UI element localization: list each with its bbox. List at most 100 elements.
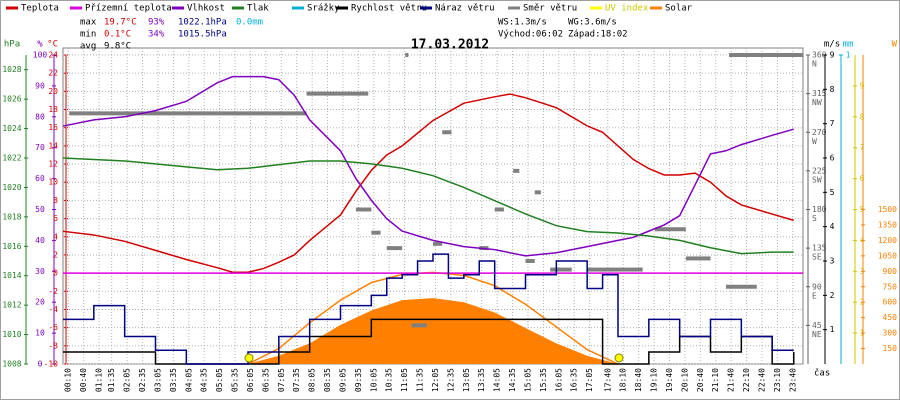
x-tick-label: 02:05 [123, 368, 132, 392]
series-line [62, 93, 794, 273]
legend-label: Tlak [247, 4, 269, 14]
direction-mark [587, 267, 643, 272]
series-step [63, 253, 794, 365]
sunrise-marker [244, 353, 254, 363]
y-tick-label: 2 [830, 291, 835, 300]
direction-mark [371, 230, 381, 235]
y-tick-label: 225 [812, 166, 827, 175]
y-tick-label: 20 [48, 87, 58, 96]
axis-unit: mm [843, 40, 854, 50]
y-tick-name: S [812, 214, 817, 223]
x-tick-label: 14:35 [508, 368, 517, 392]
y-tick-label: 20 [35, 298, 45, 307]
y-tick-label: -2 [48, 287, 58, 296]
x-tick-label: 01:35 [107, 368, 116, 392]
axis-unit: °C [47, 40, 58, 50]
y-tick-label: 22 [48, 69, 58, 78]
direction-mark [306, 91, 369, 96]
direction-mark [433, 241, 443, 246]
y-tick-label: 12 [48, 160, 58, 169]
series-line [62, 75, 794, 257]
y-tick-label: 1200 [878, 236, 897, 245]
solar-area [248, 298, 618, 364]
y-tick-label: -4 [48, 305, 58, 314]
stat: 0.1°C [104, 30, 131, 40]
y-tick-name: W [812, 137, 817, 146]
y-tick-label: 150 [883, 344, 898, 353]
x-tick-label: 19:40 [665, 368, 674, 392]
stat: 9.8°C [104, 42, 131, 52]
y-tick-label: 6 [53, 214, 58, 223]
y-tick-label: 750 [883, 282, 898, 291]
legend-label: UV index [605, 4, 649, 14]
y-tick-label: 4 [830, 222, 835, 231]
y-tick-label: 10 [35, 329, 45, 338]
wind-stat: WS:1.3m/s [498, 18, 547, 28]
y-tick-label: 1350 [878, 220, 897, 229]
x-tick-label: 07:05 [277, 368, 286, 392]
y-tick-label: -6 [48, 323, 58, 332]
y-tick-label: 360 [812, 51, 827, 60]
y-tick-label: 1008 [2, 360, 21, 369]
y-tick-label: -8 [48, 341, 58, 350]
y-tick-label: 9 [860, 81, 865, 90]
series-line [62, 157, 794, 255]
y-tick-label: 1012 [2, 301, 21, 310]
x-tick-label: 01:10 [95, 368, 104, 392]
y-tick-label: 1014 [2, 271, 21, 280]
direction-mark [494, 207, 504, 212]
y-tick-label: 1026 [2, 95, 21, 104]
y-tick-label: 7 [830, 119, 835, 128]
y-tick-label: 1 [846, 51, 851, 60]
x-tick-label: 13:35 [477, 368, 486, 392]
x-tick-label: 15:35 [539, 368, 548, 392]
y-tick-label: 315 [812, 89, 827, 98]
y-tick-label: 1020 [2, 183, 21, 192]
direction-mark [442, 130, 452, 135]
y-tick-label: 1018 [2, 212, 21, 221]
y-tick-label: 6 [860, 174, 865, 183]
y-tick-label: 9 [830, 51, 835, 60]
direction-mark [355, 207, 372, 212]
y-tick-label: 10 [48, 178, 58, 187]
x-tick-label: 14:05 [493, 368, 502, 392]
x-tick-label: 03:35 [169, 368, 178, 392]
direction-mark [513, 168, 520, 173]
y-tick-label: 1028 [2, 65, 21, 74]
axis-unit: hPa [4, 40, 20, 50]
y-tick-label: 3 [830, 257, 835, 266]
x-tick-label: 23:10 [773, 368, 782, 392]
y-tick-label: 100 [33, 51, 48, 60]
y-tick-name: SW [812, 175, 822, 184]
x-tick-label: 11:05 [400, 368, 409, 392]
y-tick-label: 270 [812, 128, 827, 137]
legend-label: Přízemní teplota [85, 4, 172, 14]
y-tick-label: 40 [35, 236, 45, 245]
axis-unit: m/s [824, 40, 840, 50]
sunset-marker [614, 353, 624, 363]
y-tick-label: 6 [830, 154, 835, 163]
direction-mark [534, 190, 541, 195]
x-tick-label: 17:40 [603, 368, 612, 392]
y-tick-label: 1 [830, 325, 835, 334]
y-tick-label: 1016 [2, 242, 21, 251]
x-tick-label: 17:05 [585, 368, 594, 392]
stat: 19.7°C [104, 18, 137, 28]
wind-stat: WG:3.6m/s [568, 18, 617, 28]
x-tick-label: 21:10 [711, 368, 720, 392]
x-tick-label: 21:40 [727, 368, 736, 392]
x-tick-label: 04:35 [200, 368, 209, 392]
y-tick-label: 8 [830, 85, 835, 94]
x-tick-label: 13:05 [462, 368, 471, 392]
x-tick-label: 20:40 [696, 368, 705, 392]
sun-stat: Východ:06:02 [498, 30, 563, 40]
x-tick-label: 00:10 [64, 368, 73, 392]
y-tick-label: 60 [35, 174, 45, 183]
legend-label: Solar [665, 4, 693, 14]
y-tick-label: 450 [883, 313, 898, 322]
x-tick-label: 20:10 [680, 368, 689, 392]
x-tick-label: 09:05 [338, 368, 347, 392]
y-tick-label: 600 [883, 298, 898, 307]
